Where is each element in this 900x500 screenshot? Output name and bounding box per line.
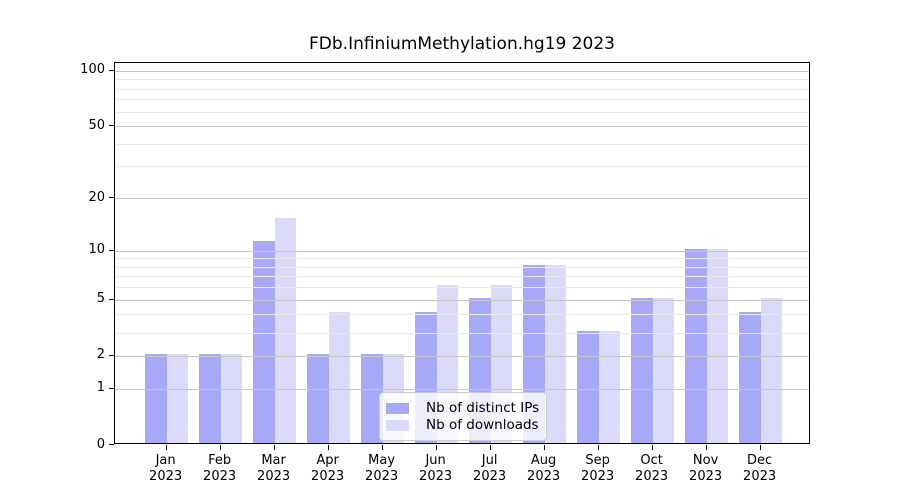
bar-aug-downloads [544, 264, 567, 443]
x-tick-jan [165, 445, 167, 450]
plot-area: Nb of distinct IPs Nb of downloads [114, 62, 810, 444]
x-tick-aug [543, 445, 545, 450]
x-tick-jun [435, 445, 437, 450]
bar-jan-ips [145, 353, 167, 443]
y-tick-label-0: 0 [96, 436, 105, 452]
gridline-minor-40 [115, 143, 809, 145]
gridline-minor-80 [115, 88, 809, 90]
x-tick-apr [327, 445, 329, 450]
y-tick-label-1: 1 [96, 380, 105, 396]
legend-label-downloads: Nb of downloads [426, 417, 539, 433]
bar-mar-ips [253, 241, 275, 443]
gridline-minor-4 [115, 314, 809, 316]
x-tick-mar [273, 445, 275, 450]
x-tick-sep [597, 445, 599, 450]
legend: Nb of distinct IPs Nb of downloads [379, 392, 547, 441]
x-tick-label-sep: Sep 2023 [581, 453, 615, 484]
gridline-major-10 [115, 250, 809, 252]
x-tick-jul [489, 445, 491, 450]
gridline-major-20 [115, 198, 809, 200]
x-tick-label-jul: Jul 2023 [473, 453, 507, 484]
gridline-minor-8 [115, 266, 809, 268]
y-tick-label-2: 2 [96, 347, 105, 363]
legend-swatch-distinct-ips [386, 402, 409, 414]
y-tick-1 [109, 387, 114, 389]
y-tick-50 [109, 125, 114, 127]
gridline-minor-90 [115, 79, 809, 81]
bar-dec-ips [739, 312, 761, 443]
bar-sep-downloads [598, 330, 621, 443]
gridline-minor-9 [115, 258, 809, 260]
y-tick-10 [109, 249, 114, 251]
legend-swatch-downloads [386, 419, 409, 431]
y-tick-100 [109, 69, 114, 71]
bar-oct-ips [631, 297, 653, 443]
x-tick-may [381, 445, 383, 450]
gridline-major-1 [115, 388, 809, 390]
y-tick-label-10: 10 [88, 242, 105, 257]
y-tick-label-50: 50 [88, 117, 105, 133]
gridline-minor-7 [115, 276, 809, 278]
x-tick-feb [219, 445, 221, 450]
y-tick-label-100: 100 [80, 62, 105, 78]
gridline-minor-3 [115, 332, 809, 334]
x-tick-label-feb: Feb 2023 [203, 453, 237, 484]
gridline-minor-30 [115, 166, 809, 168]
gridline-major-2 [115, 355, 809, 357]
x-tick-label-mar: Mar 2023 [257, 453, 291, 484]
x-tick-label-apr: Apr 2023 [311, 453, 345, 484]
bar-nov-downloads [706, 248, 729, 443]
y-tick-label-5: 5 [96, 291, 105, 307]
gridline-minor-6 [115, 287, 809, 289]
bar-nov-ips [685, 248, 707, 443]
x-tick-label-may: May 2023 [365, 453, 399, 484]
bar-apr-downloads [328, 312, 351, 443]
y-tick-0 [109, 444, 114, 445]
bar-oct-downloads [652, 297, 675, 443]
x-tick-label-dec: Dec 2023 [743, 453, 777, 484]
gridline-minor-60 [115, 111, 809, 113]
x-tick-label-aug: Aug 2023 [527, 453, 561, 484]
chart-title: FDb.InfiniumMethylation.hg19 2023 [309, 34, 615, 54]
bar-jan-downloads [166, 353, 189, 443]
legend-label-distinct-ips: Nb of distinct IPs [426, 400, 540, 416]
legend-item-downloads: Nb of downloads [386, 417, 539, 433]
x-tick-oct [651, 445, 653, 450]
y-tick-2 [109, 354, 114, 356]
bar-feb-downloads [220, 353, 243, 443]
gridline-major-100 [115, 70, 809, 72]
y-tick-label-20: 20 [88, 189, 105, 205]
x-tick-dec [759, 445, 761, 450]
x-tick-label-jun: Jun 2023 [419, 453, 453, 484]
bar-may-ips [361, 353, 383, 443]
x-tick-label-oct: Oct 2023 [635, 453, 669, 484]
gridline-major-5 [115, 299, 809, 301]
bar-sep-ips [577, 330, 599, 443]
y-tick-5 [109, 298, 114, 300]
gridline-minor-70 [115, 99, 809, 101]
legend-item-distinct-ips: Nb of distinct IPs [386, 400, 539, 416]
bar-apr-ips [307, 353, 329, 443]
bar-mar-downloads [274, 218, 297, 443]
bar-feb-ips [199, 353, 221, 443]
gridline-major-50 [115, 126, 809, 128]
y-tick-20 [109, 197, 114, 199]
bar-dec-downloads [760, 297, 783, 443]
x-tick-label-jan: Jan 2023 [149, 453, 183, 484]
x-tick-nov [705, 445, 707, 450]
x-tick-label-nov: Nov 2023 [689, 453, 723, 484]
